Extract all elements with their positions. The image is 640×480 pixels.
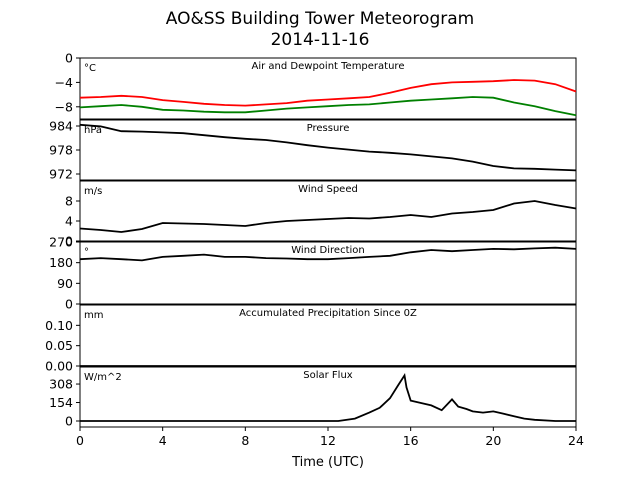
x-tick-label: 4: [159, 433, 167, 448]
y-tick-label: 0: [65, 51, 73, 66]
x-axis-label: Time (UTC): [291, 455, 364, 470]
series-line-pres-0: [79, 123, 577, 172]
panel-title: Accumulated Precipitation Since 0Z: [239, 308, 417, 319]
panel-title: Wind Direction: [291, 245, 365, 256]
panel-frame: [79, 57, 577, 120]
panel-title: Solar Flux: [303, 370, 353, 381]
y-tick-label: 0: [65, 234, 73, 249]
series-line-temp-0: [79, 79, 577, 107]
y-tick-label: −8: [55, 99, 73, 114]
panel-wdir: 270 180 90 0 ° Wind Direction: [49, 235, 577, 312]
panel-unit-label: mm: [84, 310, 103, 321]
y-tick-label: 270: [49, 235, 73, 250]
y-tick-label: 0.05: [45, 338, 73, 353]
panel-title: Pressure: [307, 123, 350, 134]
x-tick-label: 12: [320, 433, 336, 448]
chart-panels: 0 −4 −8 °C Air and Dewpoint Temperature 984 97…: [45, 51, 577, 429]
y-tick-label: 984: [49, 119, 73, 134]
panel-wspd: 0 4 8 m/s Wind Speed: [65, 180, 577, 249]
x-tick-label: 24: [568, 433, 584, 448]
y-tick-label: 90: [57, 276, 73, 291]
y-tick-label: 0: [65, 414, 73, 429]
series-line-temp-1: [79, 96, 577, 117]
panel-unit-label: W/m^2: [84, 372, 122, 383]
x-tick-label: 8: [241, 433, 249, 448]
y-tick-label: 308: [49, 377, 73, 392]
panel-unit-label: hPa: [84, 125, 102, 136]
panel-precip: 0.10 0.05 0.00 mm Accumulated Precipitation …: [45, 304, 577, 374]
y-tick-label: 154: [49, 395, 73, 410]
panel-frame: [79, 180, 577, 242]
y-tick-label: 8: [65, 194, 73, 209]
y-tick-label: 978: [49, 143, 73, 158]
y-tick-label: 180: [49, 255, 73, 270]
panel-unit-label: °C: [84, 63, 96, 74]
figure-subtitle: 2014-11-16: [271, 30, 370, 50]
panel-unit-label: m/s: [84, 186, 102, 197]
figure-title: AO&SS Building Tower Meteorogram: [166, 9, 474, 29]
panel-frame: [79, 241, 577, 305]
series-line-wdir-0: [79, 246, 577, 262]
y-tick-label: 0.10: [45, 318, 73, 333]
series-line-wspd-0: [79, 200, 577, 233]
series-line-solar-0: [80, 372, 576, 422]
panel-title: Air and Dewpoint Temperature: [252, 61, 405, 72]
x-tick-label: 20: [485, 433, 501, 448]
x-axis: 0 4 8 12 16 20 24: [76, 427, 584, 448]
panel-temp: 0 −4 −8 °C Air and Dewpoint Temperature: [55, 51, 577, 120]
panel-pres: 984 978 972 hPa Pressure: [49, 119, 577, 182]
x-tick-label: 0: [76, 433, 84, 448]
x-tick-label: 16: [403, 433, 419, 448]
panel-unit-label: °: [84, 247, 89, 258]
panel-solar: 308 154 0 W/m^2 Solar Flux: [49, 366, 577, 429]
y-tick-label: −4: [55, 75, 73, 90]
y-tick-label: 972: [49, 167, 73, 182]
panel-title: Wind Speed: [298, 184, 358, 195]
y-tick-label: 0: [65, 297, 73, 312]
y-tick-label: 0.00: [45, 359, 73, 374]
y-tick-label: 4: [65, 214, 73, 229]
